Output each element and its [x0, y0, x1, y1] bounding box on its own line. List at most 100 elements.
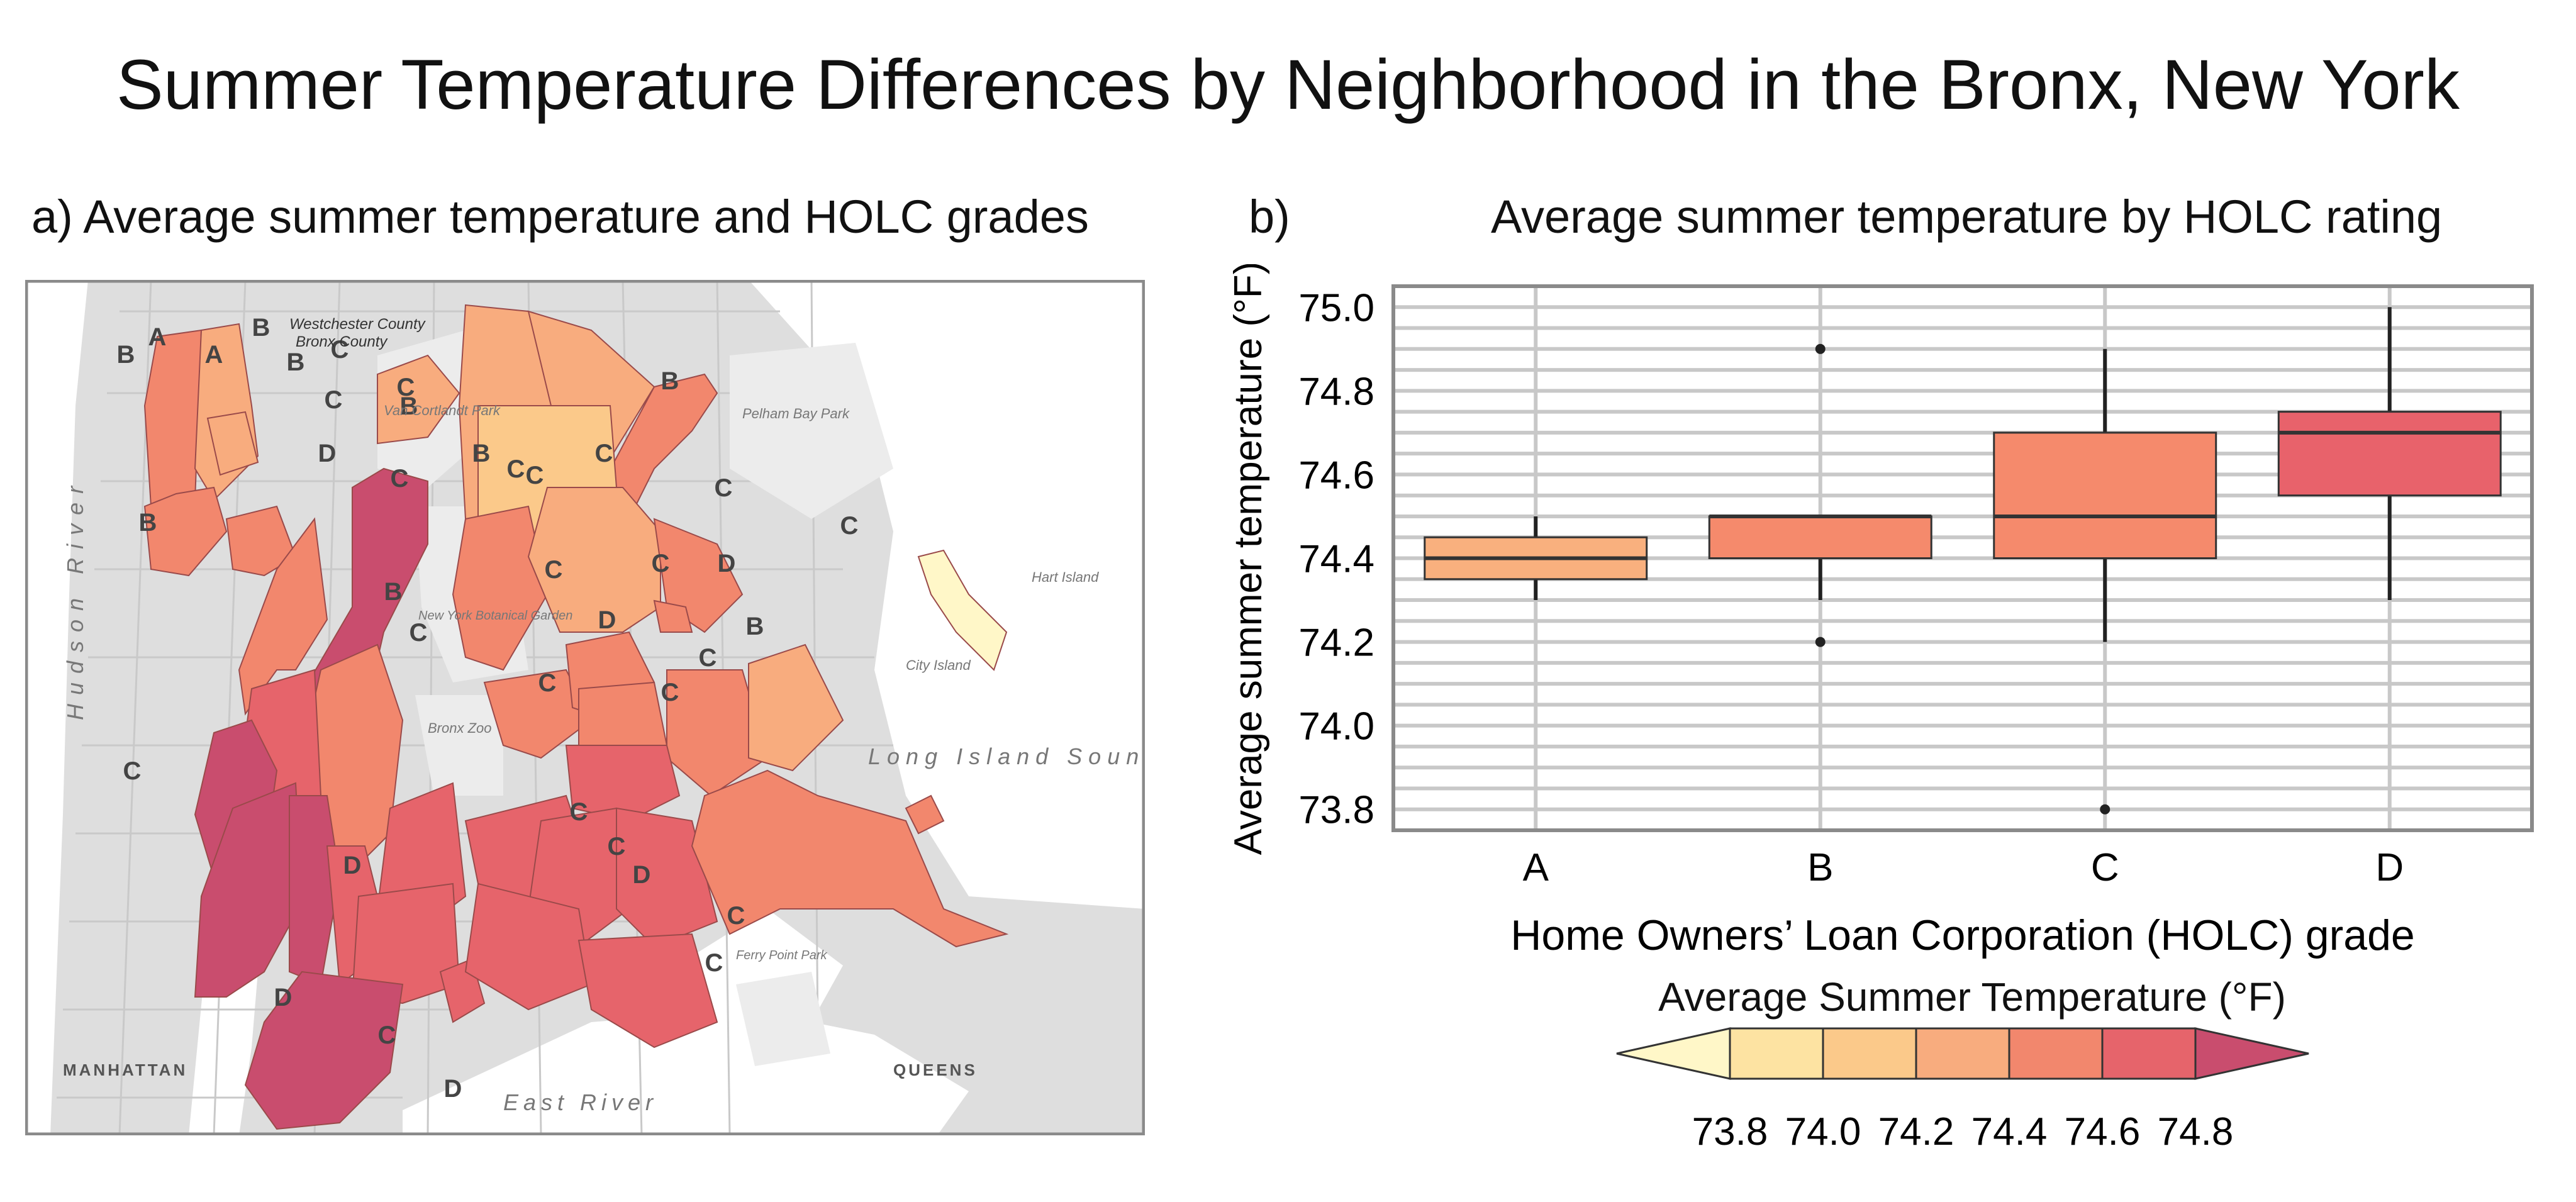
x-tick-labels: A B C D — [1523, 846, 2404, 889]
main-title: Summer Temperature Differences by Neighb… — [116, 45, 2460, 124]
holc-grade-label: B — [287, 348, 305, 376]
holc-grade-label: C — [652, 550, 670, 577]
colorbar-tick-label: 74.6 — [2065, 1110, 2141, 1154]
label-hudson-river: Hudson River — [62, 477, 88, 720]
map-frame — [25, 280, 1145, 1135]
label-van-cortlandt: Van Cortlandt Park — [384, 403, 501, 418]
holc-grade-label: C — [727, 902, 745, 930]
holc-grade-label: C — [378, 1021, 396, 1049]
x-axis-label: Home Owners’ Loan Corporation (HOLC) gra… — [1510, 911, 2414, 959]
holc-grade-label: B — [252, 314, 270, 342]
holc-grade-label: C — [570, 798, 588, 826]
holc-grade-label: C — [595, 440, 613, 467]
label-city-island: City Island — [906, 657, 971, 673]
y-tick-labels: 73.8 74.0 74.2 74.4 74.6 74.8 75.0 — [1298, 286, 1374, 832]
holc-grade-label: B — [661, 367, 679, 395]
x-tick-label: A — [1523, 846, 1549, 889]
outlier-point — [2100, 804, 2110, 815]
holc-neighborhoods — [143, 304, 1009, 1130]
holc-grade-label: C — [661, 679, 679, 706]
holc-grade-label: C — [545, 556, 563, 584]
holc-grade-label: C — [410, 619, 428, 647]
holc-grade-label: D — [444, 1075, 462, 1103]
label-manhattan: MANHATTAN — [63, 1060, 187, 1079]
colorbar-arrow-high — [2194, 1027, 2309, 1080]
colorbar-tick-labels: 73.8 74.0 74.2 74.4 74.6 74.8 — [1692, 1110, 2234, 1154]
colorbar-segment — [2008, 1027, 2104, 1080]
holc-boxplot: 73.8 74.0 74.2 74.4 74.6 74.8 75.0 A B C D Averag… — [1227, 264, 2534, 959]
holc-grade-label: C — [325, 386, 343, 414]
holc-grade-label: B — [472, 440, 491, 467]
holc-grade-label: C — [123, 757, 142, 785]
box-body — [1708, 515, 1932, 560]
holc-grade-label: C — [526, 462, 544, 489]
label-pelham-bay: Pelham Bay Park — [742, 406, 850, 421]
holc-grade-label: C — [331, 336, 349, 364]
holc-grade-label: A — [148, 323, 167, 351]
holc-grade-label: C — [715, 474, 733, 502]
label-bronx-county: Bronx County — [296, 333, 388, 350]
colorbar-title: Average Summer Temperature (°F) — [1658, 974, 2286, 1020]
holc-grade-label: C — [391, 465, 409, 492]
panel-a-title: a) Average summer temperature and HOLC g… — [31, 191, 1089, 243]
x-tick-label: B — [1807, 846, 1833, 889]
holc-grade-label: C — [538, 669, 557, 697]
colorbar-segment — [1822, 1027, 1917, 1080]
colorbar-segment — [1729, 1027, 1824, 1080]
holc-grade-label: B — [139, 509, 157, 537]
holc-grade-label: D — [318, 440, 337, 467]
y-axis-label: Average summer temperature (°F) — [1227, 264, 1270, 855]
y-tick-label: 74.8 — [1298, 370, 1374, 413]
label-long-island-sound: Long Island Sound — [868, 743, 1145, 769]
holc-grade-label: C — [840, 512, 859, 540]
label-ferry-point: Ferry Point Park — [736, 949, 827, 962]
colorbar-tick-label: 74.0 — [1785, 1110, 1861, 1154]
box-body — [2277, 411, 2502, 497]
label-east-river: East River — [503, 1089, 658, 1115]
box-C — [1993, 348, 2217, 815]
y-tick-label: 74.4 — [1298, 538, 1374, 581]
holc-grade-label: C — [507, 455, 525, 483]
holc-grade-label: B — [384, 578, 403, 606]
label-westchester: Westchester County — [289, 316, 427, 333]
x-tick-label: C — [2091, 846, 2119, 889]
holc-grade-label: D — [274, 984, 293, 1011]
colorbar-tick-label: 74.2 — [1878, 1110, 1954, 1154]
outlier-point — [1815, 637, 1826, 647]
box-A — [1424, 516, 1648, 601]
label-botanical-garden: New York Botanical Garden — [418, 609, 572, 623]
parks — [377, 330, 893, 1066]
label-bronx-zoo: Bronx Zoo — [428, 720, 492, 736]
holc-grade-label: B — [117, 341, 135, 369]
holc-grade-label: C — [705, 949, 723, 977]
label-hart-island: Hart Island — [1032, 569, 1099, 585]
box-D — [2277, 307, 2502, 601]
panel-b-title: Average summer temperature by HOLC ratin… — [1491, 191, 2443, 243]
holc-grade-label: A — [205, 341, 223, 369]
holc-grade-label: C — [608, 833, 626, 860]
outlier-point — [1815, 343, 1826, 354]
colorbar-segment — [1915, 1027, 2010, 1080]
colorbar-tick-label: 73.8 — [1692, 1110, 1768, 1154]
holc-grade-label: C — [397, 374, 415, 401]
colorbar-segment — [2101, 1027, 2197, 1080]
colorbar-arrow-low — [1616, 1027, 1731, 1080]
holc-grade-label: D — [343, 852, 362, 879]
panel-b-letter: b) — [1249, 191, 1290, 243]
x-tick-label: D — [2375, 846, 2404, 889]
plot-boxes — [1424, 307, 2502, 815]
holc-grade-label: D — [633, 861, 651, 889]
holc-grade-label: B — [746, 613, 764, 640]
y-tick-label: 75.0 — [1298, 286, 1374, 330]
y-tick-label: 73.8 — [1298, 789, 1374, 832]
box-body — [1993, 431, 2217, 559]
colorbar-tick-label: 74.8 — [2158, 1110, 2234, 1154]
colorbar-segments — [1616, 1027, 2309, 1080]
colorbar: 73.8 74.0 74.2 74.4 74.6 74.8 — [1616, 1027, 2309, 1154]
holc-grade-label: C — [699, 644, 717, 672]
holc-grade-label: D — [598, 606, 616, 634]
y-tick-label: 74.6 — [1298, 454, 1374, 497]
holc-grade-label: D — [718, 550, 736, 577]
